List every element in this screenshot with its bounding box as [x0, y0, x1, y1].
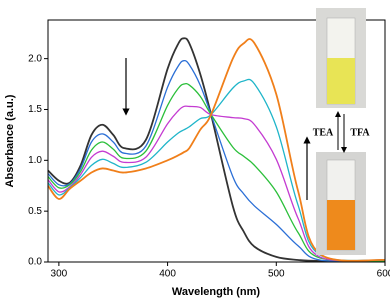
data-line	[47, 82, 386, 262]
y-tick-label: 1.0	[28, 155, 42, 166]
data-line	[47, 105, 386, 262]
y-tick-label: 0.5	[28, 206, 42, 217]
annotation: TFA	[350, 127, 370, 138]
vial-top	[316, 8, 366, 108]
y-tick-label: 0.0	[28, 257, 42, 268]
x-tick-label: 300	[51, 269, 68, 280]
data-line	[47, 78, 386, 262]
x-tick-label: 600	[377, 269, 390, 280]
y-axis-label: Absorbance (a.u.)	[4, 94, 16, 187]
y-tick-label: 1.5	[28, 104, 42, 115]
x-tick-label: 400	[159, 269, 176, 280]
data-line	[47, 37, 386, 262]
vial-bottom	[316, 152, 366, 255]
data-line	[47, 38, 386, 262]
annotation: TEA	[313, 127, 334, 138]
data-line	[47, 59, 386, 263]
y-tick-label: 2.0	[28, 53, 42, 64]
plot-area	[47, 37, 386, 263]
x-tick-label: 500	[268, 269, 285, 280]
x-axis-label: Wavelength (nm)	[172, 286, 261, 298]
plot-frame	[47, 19, 386, 263]
